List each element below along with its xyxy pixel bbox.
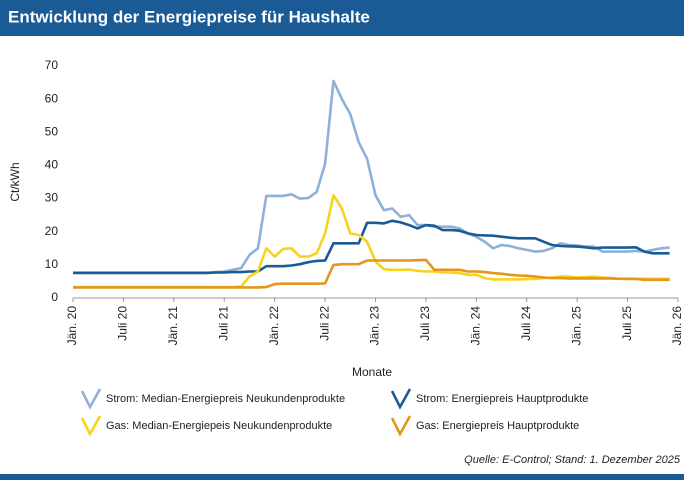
legend-label: Strom: Median-Energiepreis Neukundenprod… — [106, 393, 345, 405]
x-tick-label: Jän. 20 — [65, 306, 79, 346]
legend-marker — [390, 415, 412, 437]
x-tick-label: Jän. 24 — [469, 306, 483, 346]
x-tick-label: Juli 20 — [116, 306, 130, 341]
footer-bar — [0, 474, 684, 480]
legend-label: Gas: Median-Energiepeis Neukundenprodukt… — [106, 420, 332, 432]
legend-marker — [390, 388, 412, 410]
header-bar — [0, 0, 684, 36]
legend-marker — [80, 388, 102, 410]
series-line — [73, 258, 670, 289]
x-axis-label: Monate — [352, 365, 392, 379]
y-tick-label: 50 — [45, 124, 59, 138]
x-tick-label: Juli 24 — [519, 306, 533, 341]
y-tick-label: 10 — [45, 257, 59, 271]
x-tick-label: Jän. 26 — [670, 306, 684, 346]
y-tick-label: 70 — [45, 58, 59, 72]
y-tick-label: 30 — [45, 191, 59, 205]
x-tick-label: Juli 23 — [418, 306, 432, 341]
y-axis-label: Ct/kWh — [8, 162, 22, 201]
y-tick-label: 0 — [51, 290, 58, 304]
y-tick-label: 60 — [45, 91, 59, 105]
x-tick-label: Jän. 22 — [267, 306, 281, 346]
x-tick-label: Juli 25 — [620, 306, 634, 341]
y-tick-label: 40 — [45, 158, 59, 172]
x-tick-label: Juli 22 — [317, 306, 331, 341]
x-tick-label: Juli 21 — [216, 306, 230, 341]
series-line — [73, 219, 670, 275]
source: Quelle: E-Control; Stand: 1. Dezember 20… — [464, 454, 681, 466]
legend-marker — [80, 415, 102, 437]
x-tick-label: Jän. 23 — [368, 306, 382, 346]
x-tick-label: Jän. 21 — [166, 306, 180, 346]
y-tick-label: 20 — [45, 224, 59, 238]
legend-label: Strom: Energiepreis Hauptprodukte — [416, 393, 588, 405]
x-tick-label: Jän. 25 — [569, 306, 583, 346]
legend-label: Gas: Energiepreis Hauptprodukte — [416, 420, 579, 432]
series-line — [73, 79, 670, 275]
chart-title: Entwicklung der Energiepreise für Hausha… — [8, 7, 370, 26]
